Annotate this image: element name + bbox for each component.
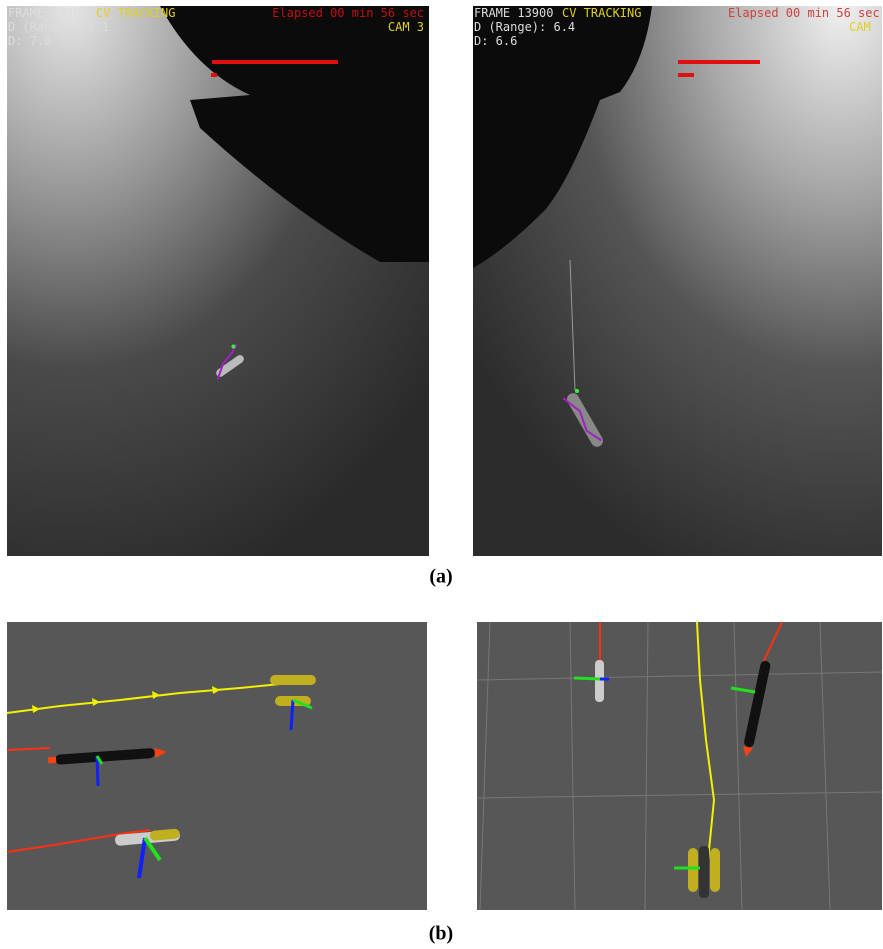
depth-label: D: 7.8	[8, 34, 51, 48]
mode-label: CV TRACKING	[96, 6, 175, 20]
camera-label: CAM	[849, 20, 871, 34]
caption: (a)	[429, 566, 452, 588]
frame-label: FRAME 13900	[8, 6, 87, 20]
mode-label: CV TRACKING	[562, 6, 641, 20]
camera-label: CAM 3	[388, 20, 424, 34]
caption: (b)	[429, 923, 453, 945]
camera-right: FRAME 13900 CV TRACKING Elapsed 00 min 5…	[473, 6, 882, 556]
frame-label: FRAME 13900	[474, 6, 553, 20]
range-label: D (Range): 8.1	[8, 20, 109, 34]
sim-view-right	[477, 622, 882, 910]
elapsed-label: Elapsed 00 min 56 sec	[728, 6, 880, 20]
sim-view-left	[7, 622, 427, 910]
camera-left: FRAME 13900 CV TRACKING Elapsed 00 min 5…	[7, 6, 429, 556]
range-label: D (Range): 6.4	[474, 20, 575, 34]
figure: FRAME 13900 CV TRACKING Elapsed 00 min 5…	[0, 0, 883, 949]
depth-label: D: 6.6	[474, 34, 517, 48]
elapsed-label: Elapsed 00 min 56 sec	[272, 6, 424, 20]
